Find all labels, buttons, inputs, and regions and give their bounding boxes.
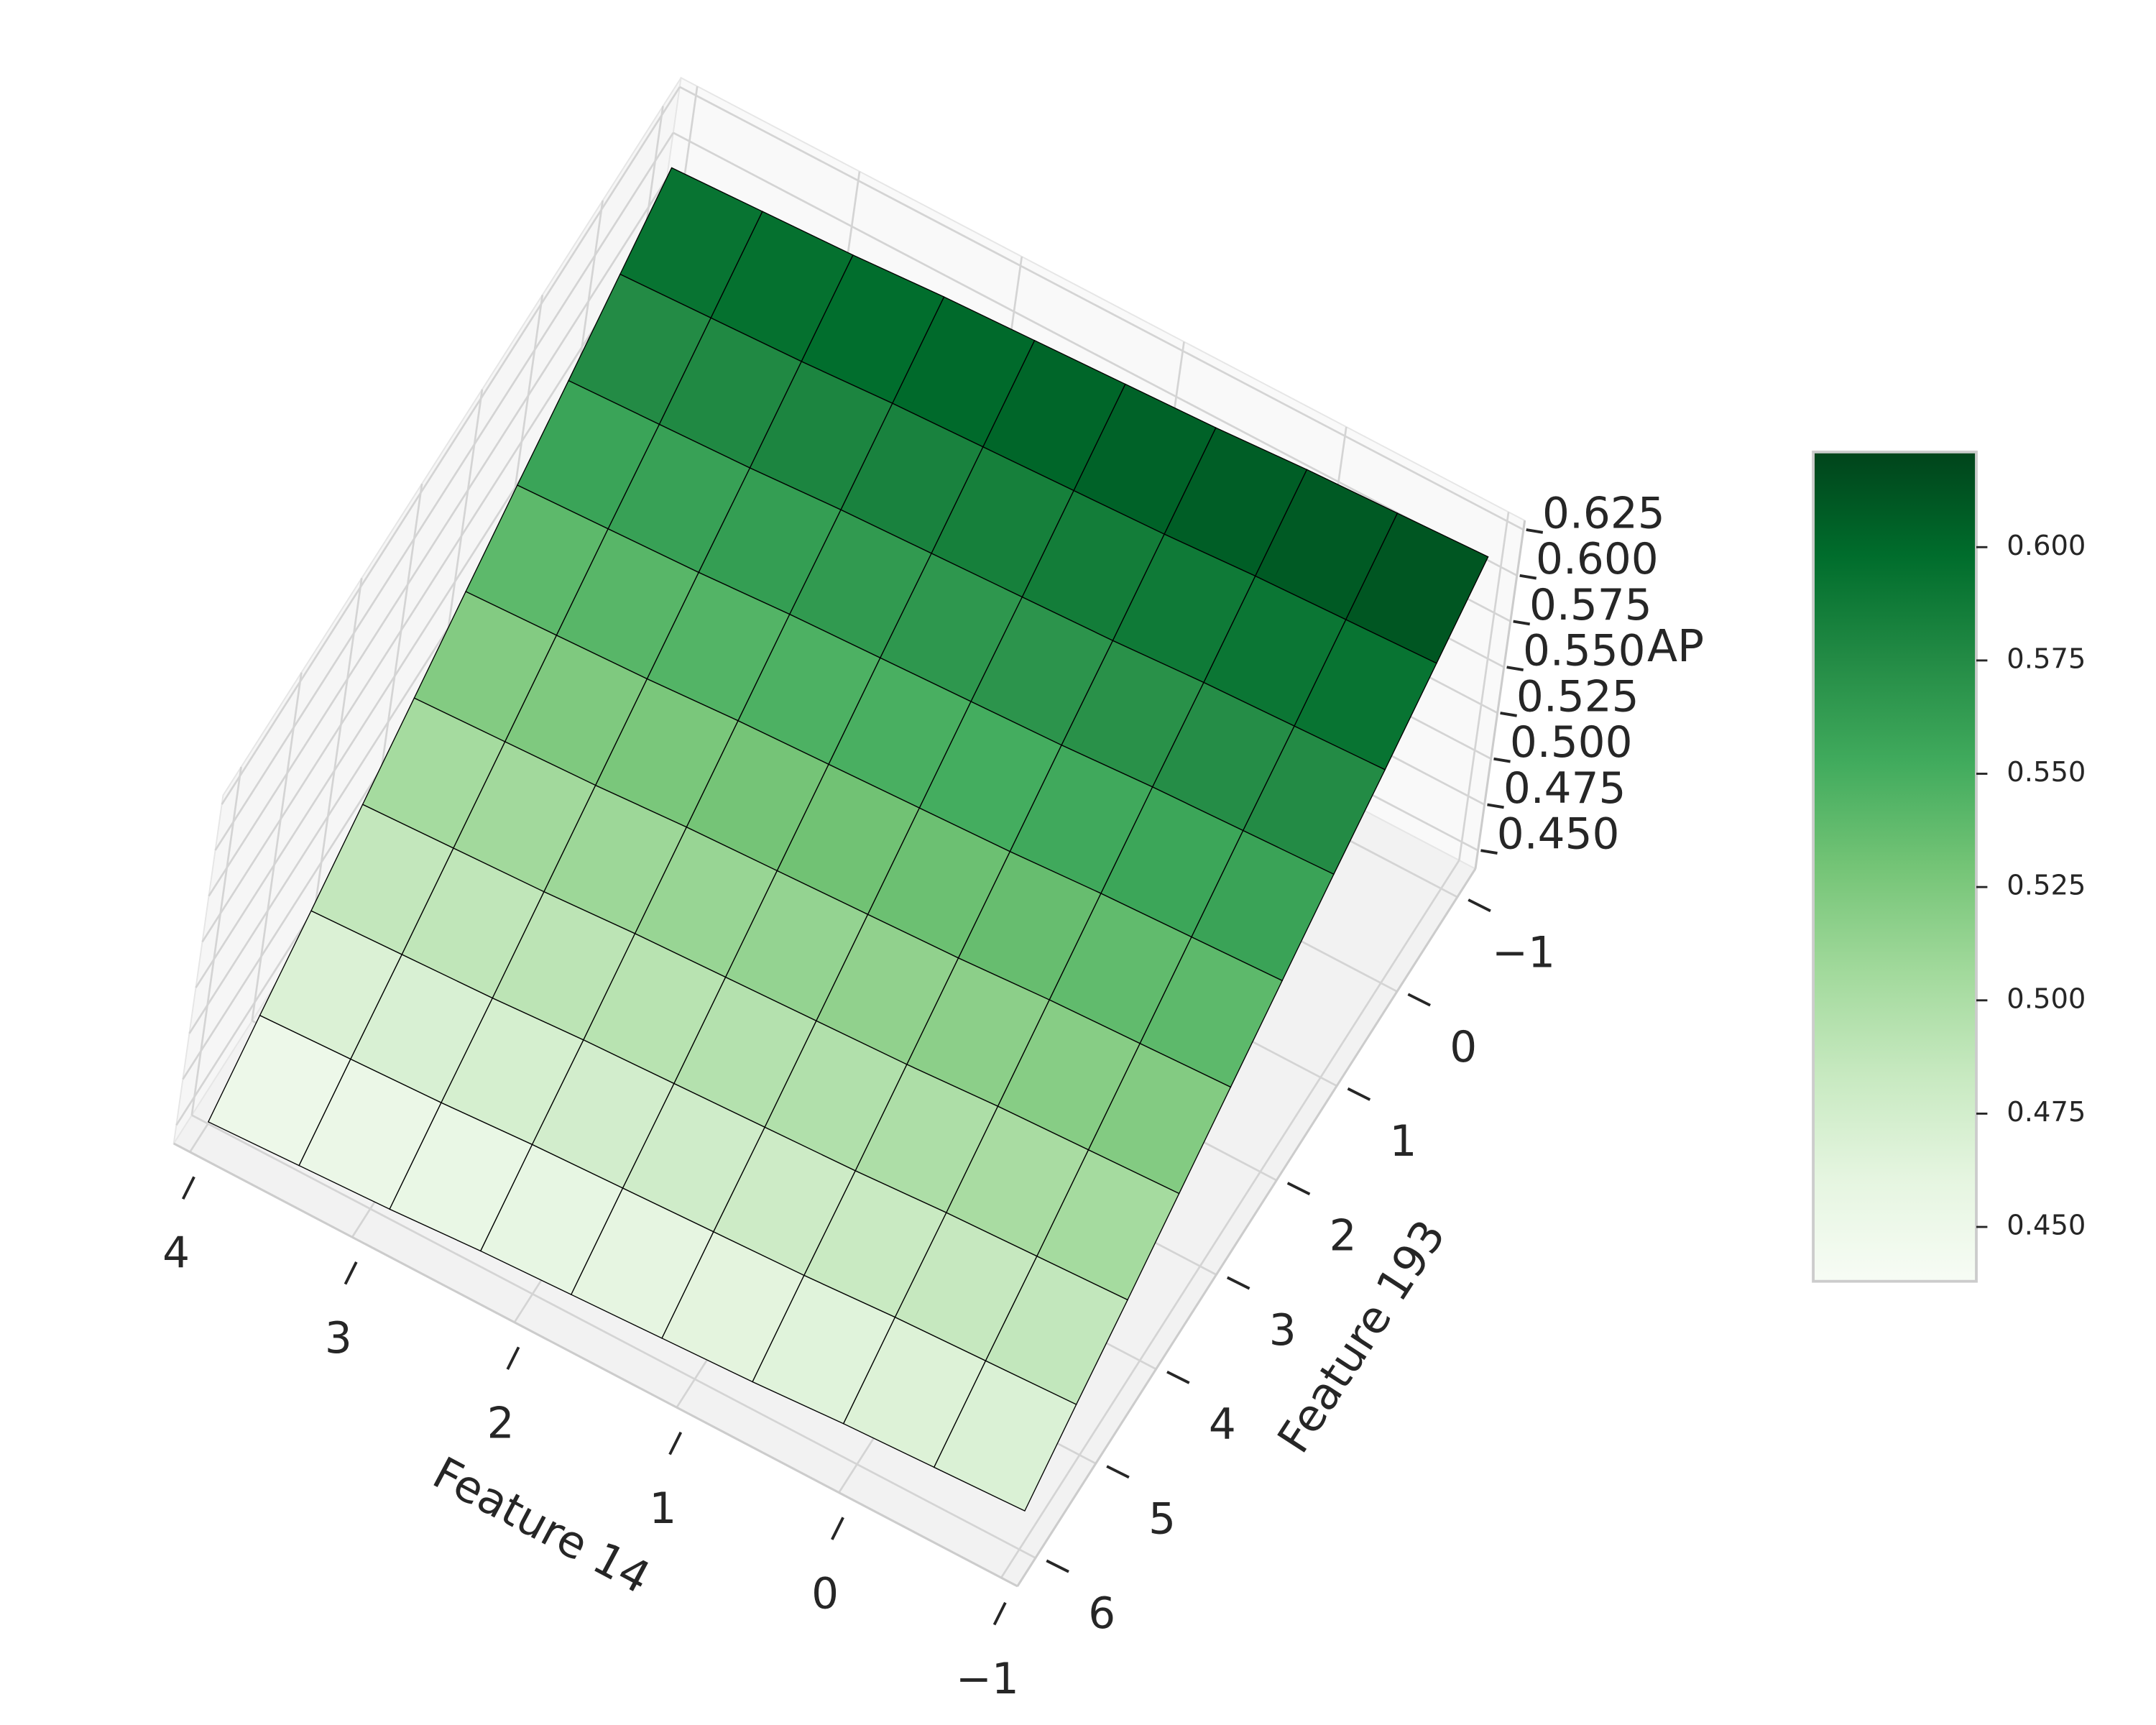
colorbar-tick-label: 0.500	[2007, 983, 2086, 1015]
z-tick-label: 0.475	[1503, 764, 1626, 814]
tick-mark	[1493, 757, 1511, 763]
grid-line	[201, 224, 661, 943]
grid-line	[251, 672, 303, 1021]
tick-mark	[1500, 712, 1517, 717]
colorbar-tick-label: 0.600	[2007, 530, 2086, 562]
x-tick-label: 4	[162, 1229, 190, 1279]
tick-mark	[1046, 1559, 1069, 1573]
surface	[207, 167, 1489, 1512]
grid-line	[191, 1114, 1036, 1559]
tick-mark	[1519, 574, 1537, 580]
y-tick-label: 5	[1148, 1495, 1176, 1545]
x-tick-label: 0	[811, 1569, 839, 1619]
tick-mark	[1347, 1087, 1371, 1101]
y-tick-label: 0	[1450, 1023, 1477, 1072]
tick-mark	[1286, 1182, 1311, 1196]
z-tick-label: 0.450	[1497, 810, 1620, 860]
z-tick-label: 0.500	[1510, 718, 1633, 768]
grid-line	[311, 578, 363, 927]
z-tick-label: 0.550	[1523, 627, 1646, 676]
z-axis-label: AP	[1647, 620, 1704, 672]
tick-mark	[1487, 803, 1504, 809]
x-tick-label: 2	[487, 1399, 515, 1449]
axis-line	[173, 1142, 1018, 1588]
tick-mark	[506, 1346, 520, 1370]
tick-mark	[1407, 993, 1431, 1007]
z-tick-label: 0.575	[1529, 581, 1652, 630]
y-tick-label: 3	[1269, 1306, 1296, 1356]
tick-mark	[181, 1176, 195, 1200]
grid-line	[208, 178, 668, 897]
surface-facet	[207, 1014, 351, 1167]
x-tick-label: −1	[956, 1655, 1019, 1704]
z-tick-label: 0.600	[1536, 535, 1659, 584]
tick-mark	[1480, 849, 1498, 855]
x-tick-label: 1	[649, 1484, 676, 1534]
y-tick-label: 4	[1209, 1400, 1236, 1450]
y-tick-label: 2	[1330, 1212, 1357, 1261]
y-tick-label: 6	[1088, 1589, 1115, 1639]
y-tick-label: 1	[1389, 1117, 1416, 1167]
colorbar-tick-label: 0.550	[2007, 756, 2086, 788]
tick-mark	[1468, 898, 1491, 913]
axis-line	[1474, 520, 1526, 869]
tick-mark	[668, 1431, 683, 1455]
colorbar-tick-label: 0.525	[2007, 870, 2086, 902]
tick-mark	[1226, 1276, 1250, 1290]
tick-mark	[1166, 1370, 1190, 1384]
z-tick-label: 0.525	[1516, 672, 1639, 722]
grid-line	[679, 86, 1524, 531]
z-tick-label: 0.625	[1542, 489, 1665, 538]
grid-line	[221, 86, 681, 805]
colorbar-tick-label: 0.475	[2007, 1096, 2086, 1128]
grid-line	[673, 132, 1518, 576]
grid-line	[214, 132, 674, 851]
grid-line	[1458, 512, 1510, 861]
tick-mark	[1506, 666, 1524, 671]
grid-line	[190, 766, 242, 1116]
colorbar-tick-label: 0.450	[2007, 1210, 2086, 1242]
tick-mark	[1106, 1465, 1130, 1479]
grid-line	[1000, 860, 1460, 1578]
tick-mark	[1526, 528, 1544, 534]
colorbar-tick-label: 0.575	[2007, 643, 2086, 675]
tick-mark	[992, 1601, 1007, 1626]
tick-mark	[1513, 620, 1531, 626]
colorbar: 0.450 0.475 0.500 0.525 0.550 0.575 0.600	[1812, 450, 2086, 1283]
tick-mark	[344, 1261, 358, 1285]
tick-mark	[831, 1517, 844, 1540]
x-tick-label: 3	[325, 1314, 352, 1363]
y-tick-label: −1	[1492, 928, 1555, 978]
colorbar-fill	[1812, 450, 1978, 1283]
axis-line	[1016, 868, 1477, 1587]
x-axis-label: Feature 14	[425, 1447, 658, 1604]
